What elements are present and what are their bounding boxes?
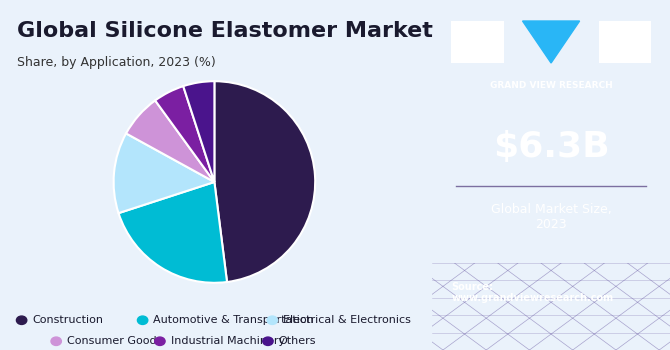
Wedge shape [155,86,214,182]
Text: Industrial Machinery: Industrial Machinery [171,336,285,346]
Circle shape [51,337,62,345]
Text: Construction: Construction [32,315,103,325]
Wedge shape [114,133,214,213]
Circle shape [17,316,27,324]
Wedge shape [184,81,214,182]
Circle shape [267,316,277,324]
Text: Electrical & Electronics: Electrical & Electronics [283,315,411,325]
Circle shape [155,337,165,345]
FancyBboxPatch shape [451,21,504,63]
Text: GRAND VIEW RESEARCH: GRAND VIEW RESEARCH [490,80,612,90]
Text: $6.3B: $6.3B [492,130,610,164]
Text: Consumer Goods: Consumer Goods [67,336,162,346]
Circle shape [263,337,273,345]
Text: Share, by Application, 2023 (%): Share, by Application, 2023 (%) [17,56,216,69]
Wedge shape [126,100,214,182]
FancyBboxPatch shape [599,21,651,63]
Polygon shape [523,21,580,63]
Circle shape [137,316,148,324]
Text: Global Silicone Elastomer Market: Global Silicone Elastomer Market [17,21,433,41]
Wedge shape [214,81,315,282]
Wedge shape [119,182,227,283]
Text: Others: Others [279,336,316,346]
Text: Global Market Size,
2023: Global Market Size, 2023 [490,203,612,231]
Text: Source:
www.grandviewresearch.com: Source: www.grandviewresearch.com [451,282,613,303]
Text: Automotive & Transportation: Automotive & Transportation [153,315,314,325]
